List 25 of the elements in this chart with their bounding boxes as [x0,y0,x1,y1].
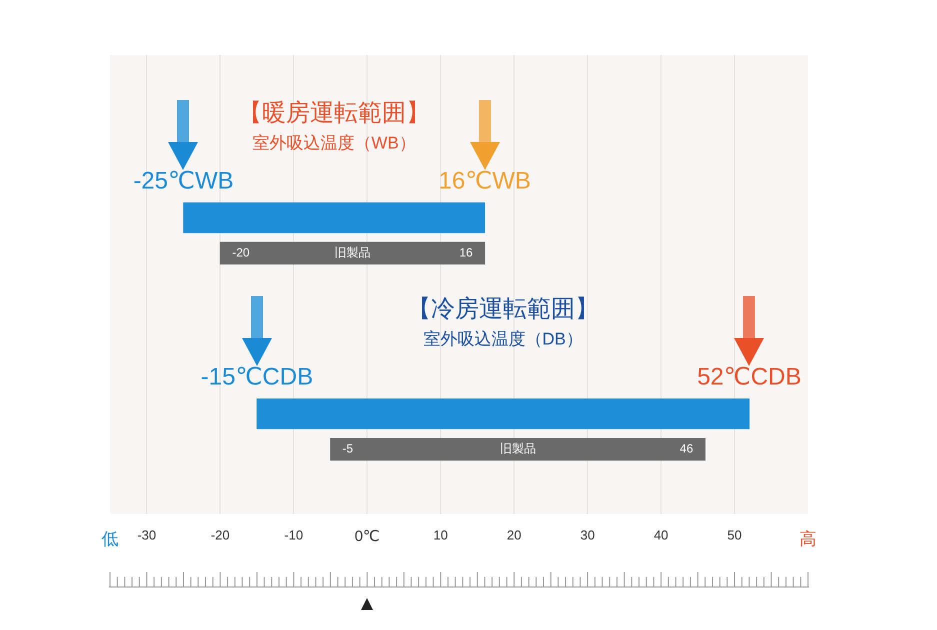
series-label: 旧製品 [334,246,370,260]
x-tick-label: -10 [284,527,304,542]
text: 旧製品 [500,442,536,456]
x-tick-label: 40 [654,527,668,542]
text: 高 [800,530,816,549]
y-tick-label: 【冷房運転範囲】 [407,295,600,322]
x-tick-label: 10 [433,527,448,542]
annotation: 室外吸込温度（DB） [423,330,583,349]
annotation: 16 [459,246,474,260]
x-tick-label: -20 [210,527,230,542]
x-tick-label: 20 [506,527,522,542]
annotation: 52℃CDB [697,363,802,390]
annotation: -25℃WB [133,167,234,194]
x-tick-label: 50 [727,527,742,542]
annotation: 16℃WB [438,167,531,194]
x-tick-label: 30 [580,527,595,542]
annotation: -15℃CDB [200,363,314,390]
x-tick-label: -30 [137,527,156,542]
annotation: -5 [342,442,354,456]
annotation: 46 [680,442,694,456]
y-tick-label: 【暖房運転範囲】 [238,99,430,126]
annotation: -20 [232,246,250,260]
text: 低 [102,530,118,549]
annotation: 室外吸込温度（WB） [252,133,416,152]
x-tick-label: 0℃ [354,528,380,546]
